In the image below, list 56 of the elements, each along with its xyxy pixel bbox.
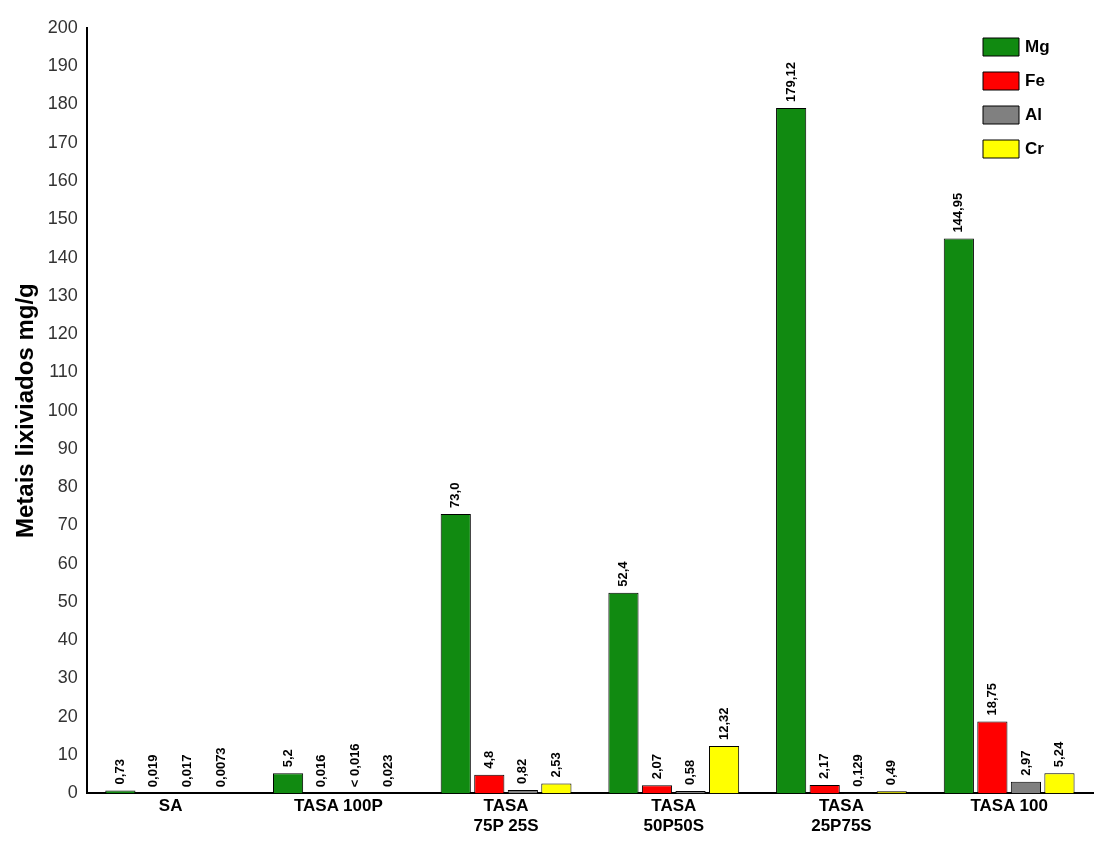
y-axis-title: Metais lixiviados mg/g [11,283,39,538]
y-tick-label: 150 [47,208,78,229]
data-label: 2,17 [816,753,832,779]
y-tick-label: 10 [57,743,78,764]
x-tick-label: TASA 75P 25S [473,796,539,836]
y-tick-label: 130 [47,284,78,305]
data-label: 12,32 [715,707,731,741]
y-tick-label: 90 [57,437,78,458]
y-tick-label: 190 [47,55,78,76]
y-tick-label: 0 [67,782,78,803]
data-label: 52,4 [615,560,631,587]
data-label: 0,017 [179,754,195,788]
data-label: 2,97 [1017,750,1033,776]
data-label: 2,07 [648,753,664,780]
data-label: 73,0 [447,482,463,508]
x-tick-label: TASA 100 [970,796,1048,816]
data-label: 4,8 [480,750,496,769]
x-tick-label: TASA 50P50S [643,796,705,836]
legend-label: Al [1025,104,1042,124]
data-label: 144,95 [950,192,966,233]
data-label: 0,019 [145,754,161,788]
y-tick-label: 110 [49,361,78,382]
y-tick-label: 160 [47,170,78,191]
y-tick-label: 80 [57,476,78,497]
y-tick-label: 140 [47,246,78,267]
y-tick-label: 200 [47,16,78,37]
data-label: 2,53 [547,752,563,778]
data-label: 0,82 [514,758,530,785]
data-label: 5,2 [279,749,295,768]
data-label: 0,016 [313,754,329,788]
y-tick-label: 170 [47,131,78,152]
y-tick-label: 50 [57,590,78,611]
data-label: 0,0073 [212,747,228,788]
x-tick-label: TASA 25P75S [811,796,872,836]
legend-label: Cr [1025,138,1045,158]
y-tick-label: 100 [47,399,78,420]
legend-label: Fe [1025,70,1045,90]
data-label: 179,12 [782,62,798,102]
data-label: 0,129 [849,754,865,787]
y-tick-label: 180 [47,93,78,114]
y-tick-label: 60 [57,552,78,573]
data-label: 0,49 [883,760,899,786]
y-tick-label: 40 [57,629,78,650]
y-tick-label: 30 [57,667,78,688]
y-tick-label: 70 [57,514,78,535]
y-tick-label: 120 [47,323,78,344]
y-tick-label: 20 [57,705,78,726]
x-tick-label: SA [158,796,183,816]
data-label: 18,75 [983,682,999,716]
legend-label: Mg [1025,36,1050,56]
data-label: 5,24 [1051,741,1067,768]
x-tick-label: TASA 100P [293,796,383,816]
data-label: 0,58 [682,759,698,785]
data-label: 0,73 [111,759,127,785]
data-label: 0,023 [380,754,396,788]
data-label: < 0,016 [346,743,362,788]
